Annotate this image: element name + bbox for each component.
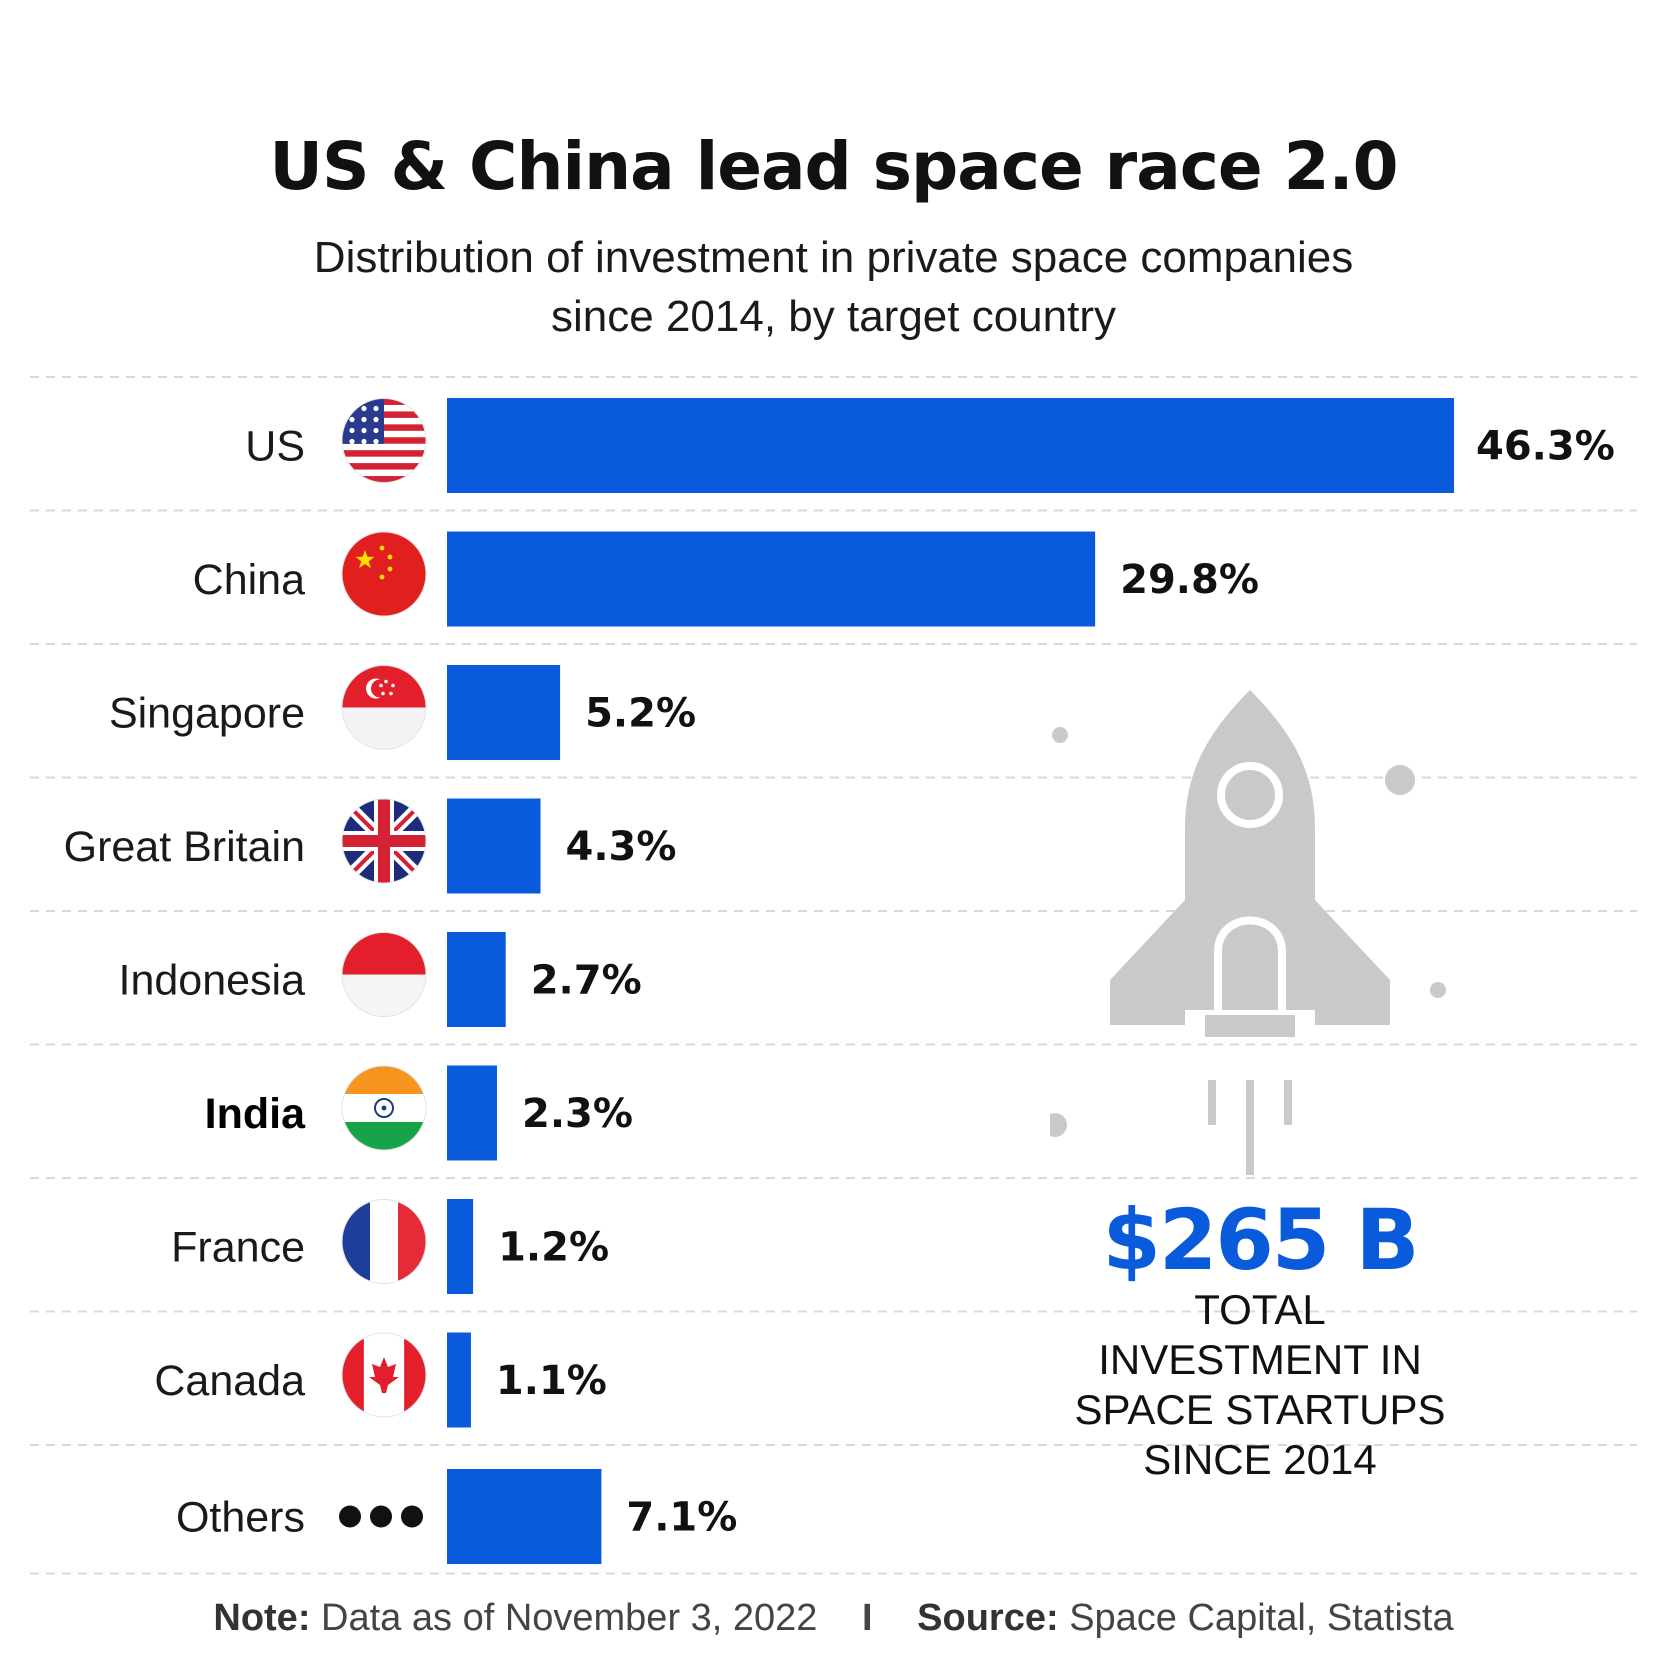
subtitle-line-2: since 2014, by target country	[551, 292, 1116, 341]
value-label: 5.2%	[585, 691, 696, 737]
category-label: Great Britain	[64, 823, 305, 871]
canada-flag-icon	[341, 1332, 427, 1418]
value-label: 4.3%	[566, 824, 677, 870]
note-label: Note:	[213, 1597, 311, 1639]
bar	[447, 1469, 602, 1564]
value-label: 1.2%	[498, 1225, 609, 1271]
france-flag-icon	[341, 1199, 427, 1284]
chart-title: US & China lead space race 2.0	[269, 128, 1398, 205]
source-label: Source:	[917, 1597, 1059, 1639]
china-flag-icon	[341, 531, 427, 617]
footer-separator: I	[862, 1597, 873, 1639]
category-label: India	[205, 1090, 306, 1138]
category-label: US	[245, 423, 305, 471]
total-investment: $265 B TOTAL INVESTMENT IN SPACE STARTUP…	[1030, 1195, 1490, 1485]
category-label: Singapore	[109, 690, 305, 738]
total-amount: $265 B	[1102, 1191, 1419, 1289]
category-label: China	[193, 556, 305, 604]
note-text: Data as of November 3, 2022	[321, 1597, 818, 1639]
indonesia-flag-icon	[341, 932, 427, 1017]
bar	[447, 398, 1454, 493]
bar	[447, 1332, 471, 1428]
bar	[447, 665, 561, 760]
bar	[447, 798, 541, 894]
bar	[447, 1199, 474, 1294]
source-text: Space Capital, Statista	[1069, 1597, 1454, 1639]
ellipsis-icon	[339, 1505, 423, 1528]
total-caption: TOTAL INVESTMENT IN SPACE STARTUPS SINCE…	[1074, 1286, 1446, 1483]
value-label: 46.3%	[1476, 424, 1615, 470]
category-label: France	[171, 1224, 305, 1272]
india-flag-icon	[341, 1065, 427, 1151]
value-label: 2.3%	[522, 1091, 633, 1137]
category-label: Indonesia	[119, 957, 306, 1005]
value-label: 7.1%	[626, 1495, 737, 1541]
bar	[447, 1065, 498, 1161]
rocket-icon	[1050, 690, 1446, 1175]
value-label: 1.1%	[496, 1358, 607, 1404]
bar	[447, 531, 1096, 627]
singapore-flag-icon	[341, 665, 427, 750]
value-label: 2.7%	[531, 958, 642, 1004]
category-label: Others	[176, 1494, 305, 1542]
footer: Note: Data as of November 3, 2022 I Sour…	[0, 1597, 1667, 1640]
us-flag-icon	[341, 398, 427, 483]
chart-subtitle: Distribution of investment in private sp…	[0, 228, 1667, 346]
value-label: 29.8%	[1120, 557, 1259, 603]
bar	[447, 932, 506, 1027]
great-britain-flag-icon	[341, 798, 427, 884]
subtitle-line-1: Distribution of investment in private sp…	[313, 233, 1354, 282]
category-label: Canada	[154, 1357, 305, 1405]
